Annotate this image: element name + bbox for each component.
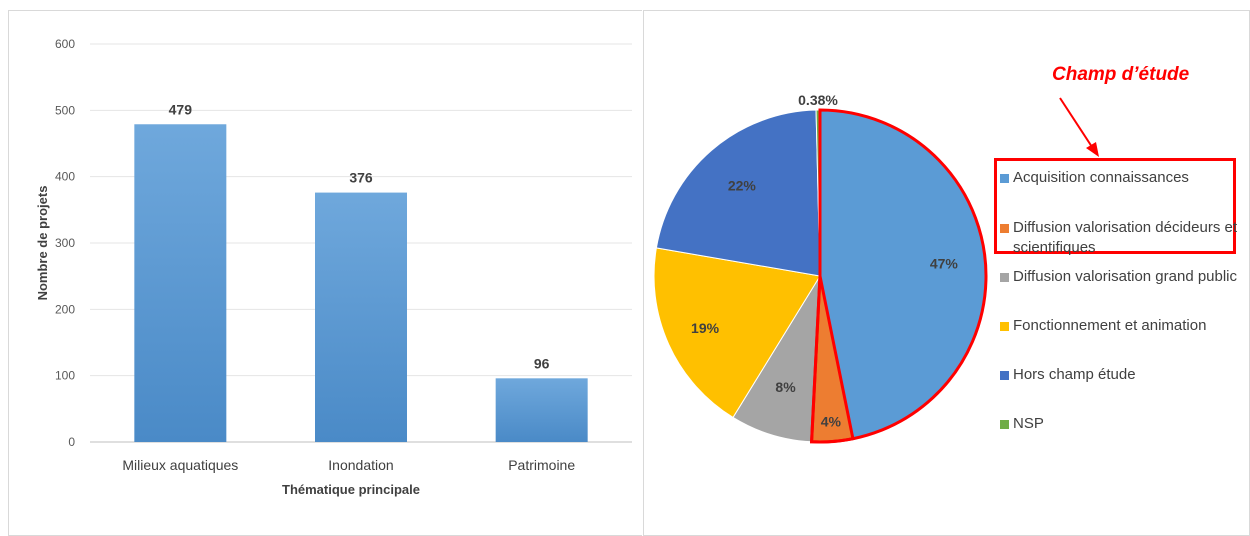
pie-data-label: 4% [821,414,842,430]
legend-label: Acquisition connaissances [1013,169,1189,186]
legend-item: Acquisition connaissances [1000,168,1245,188]
pie-data-label: 0.38% [798,92,838,108]
bar [315,192,407,442]
legend-swatch [1000,322,1009,331]
x-tick-label: Milieux aquatiques [122,457,238,473]
y-tick-label: 400 [55,170,75,184]
legend-label: Hors champ étude [1013,366,1136,383]
pie-data-label: 22% [728,178,757,194]
pie-data-label: 47% [930,256,959,272]
y-tick-label: 300 [55,236,75,250]
legend-label: NSP [1013,415,1044,432]
legend-swatch [1000,273,1009,282]
annotation-legend-highlight [994,158,1236,254]
legend-label: Fonctionnement et animation [1013,317,1207,334]
legend-item: Diffusion valorisation décideurs et scie… [1000,218,1245,258]
legend-swatch [1000,371,1009,380]
bar-value-label: 479 [169,101,193,117]
legend-swatch [1000,224,1009,233]
legend-swatch [1000,174,1009,183]
study-field-outline [810,275,855,444]
pie-data-label: 8% [775,379,796,395]
pie-slice [653,247,821,419]
x-tick-label: Inondation [328,457,393,473]
x-tick-label: Patrimoine [508,457,575,473]
y-axis-title: Nombre de projets [35,186,50,301]
annotation-arrowhead [1086,142,1099,157]
legend-label: Diffusion valorisation grand public [1013,268,1238,285]
y-tick-label: 200 [55,302,75,316]
bar-value-label: 376 [349,170,373,186]
legend-item: Hors champ étude [1000,365,1245,385]
legend-label: Diffusion valorisation décideurs et scie… [1013,219,1238,256]
pie-slice [655,109,821,277]
y-tick-label: 500 [55,103,75,117]
pie-slice [819,109,987,440]
bar [134,124,227,442]
y-tick-label: 0 [68,435,75,449]
legend-swatch [1000,420,1009,429]
y-tick-label: 100 [55,369,75,383]
legend-item: Fonctionnement et animation [1000,316,1245,336]
bar [495,378,588,442]
annotation-label: Champ d’étude [1052,64,1190,85]
bar-chart: 0 100 200 300 400 500 600 479 Milieux aquatiques… [35,37,632,497]
bar-value-label: 96 [534,355,550,371]
study-field-outline [810,108,988,444]
y-tick-label: 600 [55,37,75,51]
annotation-arrow [1059,97,1095,151]
pie-data-label: 19% [691,320,720,336]
legend-item: NSP [1000,414,1245,434]
x-axis-title: Thématique principale [282,482,420,497]
legend-item: Diffusion valorisation grand public [1000,267,1245,287]
